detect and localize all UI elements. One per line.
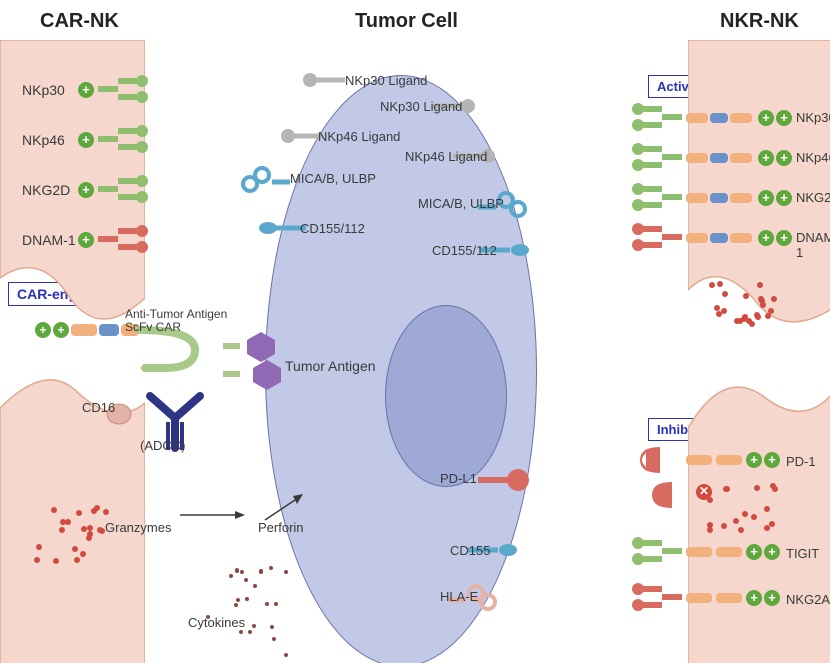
plus2-inhib-nkg2a: +	[764, 590, 780, 606]
label-nkr-nkp30: NKp30	[796, 110, 830, 125]
svg-text:+: +	[39, 323, 46, 337]
label-ligand-r-cd155: CD155	[450, 543, 490, 558]
nkr-head-nkp46	[630, 143, 685, 173]
granules-right-bottom	[705, 480, 789, 564]
receptor-nkp30	[98, 75, 153, 105]
label-nkr-nkp46: NKp46	[796, 150, 830, 165]
label-ligand-l-nkp30-ligand: NKp30 Ligand	[345, 73, 427, 88]
label-ligand-r-pd-l1: PD-L1	[440, 471, 477, 486]
granules-left-bottom	[30, 505, 122, 597]
label-car-scfv: Anti-Tumor Antigen ScFv CAR	[125, 308, 227, 334]
granzyme-arrow	[175, 500, 255, 530]
receptor-nkp46	[98, 125, 153, 155]
cytokine-dots	[175, 595, 315, 663]
inhib-blocked-pd-1	[648, 478, 694, 512]
label-ligand-r-mica-b-ulbp: MICA/B, ULBP	[418, 196, 504, 211]
title-car-nk: CAR-NK	[40, 10, 119, 33]
plus-dnam-1: +	[78, 232, 94, 248]
label-ligand-r-cd155-112: CD155/112	[432, 243, 497, 258]
label-ligand-r-nkp46-ligand: NKp46 Ligand	[405, 149, 487, 164]
nkr-head-nkp30	[630, 103, 685, 133]
tumor-cell-nucleus	[385, 305, 507, 487]
title-nkr-nk: NKR-NK	[720, 10, 799, 33]
nkr-chain-nkg2d	[686, 190, 756, 206]
label-perforin: Perforin	[258, 520, 304, 535]
plus1-inhib-pd-1: +	[746, 452, 762, 468]
nkr-chain-nkp46	[686, 150, 756, 166]
label-ligand-l-nkp46-ligand: NKp46 Ligand	[318, 129, 400, 144]
plus1-nkp30: +	[758, 110, 774, 126]
label-dnam-1: DNAM-1	[22, 232, 76, 248]
figure-stage: { "canvas": { "width": 830, "height": 66…	[0, 0, 830, 663]
label-cd16: CD16	[82, 400, 115, 415]
plus2-nkp46: +	[776, 150, 792, 166]
inhib-chain-pd-1	[686, 452, 744, 468]
title-tumor: Tumor Cell	[355, 10, 458, 33]
plus-nkg2d: +	[78, 182, 94, 198]
nkr-head-dnam-1	[630, 223, 685, 253]
receptor-nkg2d	[98, 175, 153, 205]
inhib-head-pd-1	[636, 443, 682, 477]
label-ligand-r-nkp30-ligand: NKp30 Ligand	[380, 99, 462, 114]
plus-nkp46: +	[78, 132, 94, 148]
plus2-inhib-pd-1: +	[764, 452, 780, 468]
label-nkr-dnam-1: DNAM-1	[796, 230, 830, 260]
label-inhib-pd-1: PD-1	[786, 454, 816, 469]
plus1-nkp46: +	[758, 150, 774, 166]
label-ligand-l-cd155-112: CD155/112	[300, 221, 365, 236]
plus2-nkp30: +	[776, 110, 792, 126]
plus2-dnam-1: +	[776, 230, 792, 246]
plus2-nkg2d: +	[776, 190, 792, 206]
granules-right-top	[708, 275, 788, 355]
label-adcc: (ADCC)	[140, 438, 186, 453]
nkr-chain-nkp30	[686, 110, 756, 126]
label-inhib-nkg2a: NKG2A	[786, 592, 830, 607]
label-ligand-l-mica-b-ulbp: MICA/B, ULBP	[290, 171, 376, 186]
nkr-head-nkg2d	[630, 183, 685, 213]
nkr-chain-dnam-1	[686, 230, 756, 246]
ligand-l-mica-b-ulbp	[240, 168, 295, 196]
label-inhib-tigit: TIGIT	[786, 546, 819, 561]
inhib-head-nkg2a	[630, 583, 685, 613]
plus1-nkg2d: +	[758, 190, 774, 206]
inhib-chain-nkg2a	[686, 590, 744, 606]
label-nkp30: NKp30	[22, 82, 65, 98]
inhib-head-tigit	[630, 537, 685, 567]
label-tumor-antigen: Tumor Antigen	[285, 358, 376, 374]
plus1-inhib-nkg2a: +	[746, 590, 762, 606]
receptor-dnam-1	[98, 225, 153, 255]
label-nkp46: NKp46	[22, 132, 65, 148]
plus1-dnam-1: +	[758, 230, 774, 246]
label-nkg2d: NKG2D	[22, 182, 70, 198]
plus-nkp30: +	[78, 82, 94, 98]
label-nkr-nkg2d: NKG2D	[796, 190, 830, 205]
svg-text:+: +	[57, 323, 64, 337]
label-ligand-r-hla-e: HLA-E	[440, 589, 478, 604]
ligand-r-pd-l1	[478, 468, 533, 496]
